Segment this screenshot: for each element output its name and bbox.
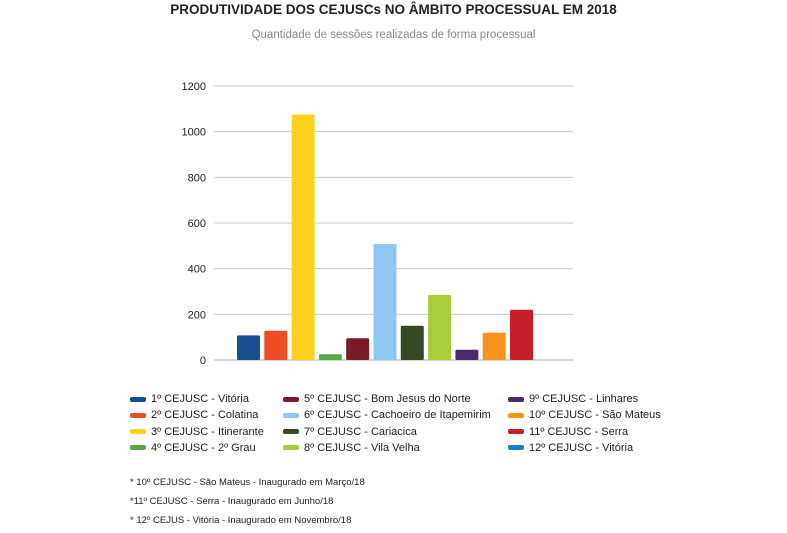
y-tick-label: 1000 — [182, 127, 206, 139]
bar — [346, 338, 370, 360]
legend-item: 3º CEJUSC - Itinerante — [130, 425, 264, 439]
chart-subtitle: Quantidade de sessões realizadas de form… — [251, 29, 536, 41]
legend-swatch — [283, 429, 299, 435]
legend-label: 1º CEJUSC - Vitória — [151, 393, 249, 405]
chart-title: PRODUTIVIDADE DOS CEJUSCs NO ÂMBITO PROC… — [170, 2, 617, 17]
legend-item: 7º CEJUSC - Cariacica — [283, 425, 417, 439]
y-tick-label: 400 — [188, 264, 206, 276]
bar — [400, 325, 424, 360]
legend-item: 6º CEJUSC - Cachoeiro de Itapemirim — [283, 408, 491, 422]
legend-swatch — [508, 445, 524, 451]
legend-label: 5º CEJUSC - Bom Jesus do Norte — [304, 393, 471, 405]
bar — [373, 244, 397, 360]
y-tick-label: 800 — [188, 172, 206, 184]
bar — [237, 335, 260, 360]
legend-label: 12º CEJUSC - Vitória — [529, 441, 634, 454]
bar — [510, 309, 533, 360]
legend-swatch — [283, 412, 299, 418]
y-tick-label: 0 — [200, 355, 206, 367]
legend-item: 12º CEJUSC - Vitória — [508, 441, 633, 455]
legend-label: 3º CEJUSC - Itinerante — [151, 425, 264, 438]
legend-item: 8º CEJUSC - Vila Velha — [283, 441, 420, 455]
bar — [291, 114, 315, 361]
legend-swatch — [508, 429, 524, 435]
legend-label: 9º CEJUSC - Linhares — [529, 393, 639, 405]
legend-item: 9º CEJUSC - Linhares — [508, 392, 638, 406]
legend-item: 11º CEJUSC - Serra — [508, 425, 628, 439]
legend-swatch — [508, 412, 524, 418]
legend-swatch — [508, 396, 524, 402]
legend-item: 4º CEJUSC - 2º Grau — [130, 441, 256, 455]
legend-label: 7º CEJUSC - Cariacica — [304, 425, 417, 438]
legend-item: 5º CEJUSC - Bom Jesus do Norte — [283, 392, 471, 406]
y-tick-label: 200 — [188, 309, 206, 321]
legend-label: 4º CEJUSC - 2º Grau — [151, 441, 256, 454]
bar — [455, 349, 479, 360]
footnote: *11º CEJUSC - Serra - Inaugurado em Junh… — [130, 496, 334, 507]
legend-label: 2º CEJUSC - Colatina — [151, 409, 259, 422]
legend-label: 11º CEJUSC - Serra — [529, 425, 629, 438]
legend-swatch — [283, 396, 299, 402]
bar — [318, 354, 342, 360]
footnote: * 12º CEJUS - Vitória - Inaugurado em No… — [130, 515, 352, 526]
legend-label: 8º CEJUSC - Vila Velha — [304, 441, 420, 454]
legend-swatch — [130, 412, 146, 418]
footnote: * 10º CEJUSC - São Mateus - Inaugurado e… — [130, 477, 365, 488]
legend-swatch — [283, 445, 299, 451]
legend-swatch — [130, 396, 146, 402]
legend-item: 1º CEJUSC - Vitória — [130, 392, 249, 406]
legend-label: 6º CEJUSC - Cachoeiro de Itapemirim — [304, 409, 491, 422]
bar-chart: 0 200 400 600 800 1000 1200 — [182, 81, 573, 367]
legend-swatch — [130, 445, 146, 451]
legend-swatch — [130, 429, 146, 435]
bar — [264, 330, 288, 360]
footnotes: * 10º CEJUSC - São Mateus - Inaugurado e… — [130, 476, 365, 533]
legend-label: 10º CEJUSC - São Mateus — [529, 409, 661, 422]
y-tick-label: 1200 — [182, 81, 206, 93]
legend-item: 2º CEJUSC - Colatina — [130, 408, 258, 422]
bar — [482, 332, 506, 360]
bar — [428, 294, 452, 360]
y-tick-label: 600 — [188, 218, 206, 230]
legend-item: 10º CEJUSC - São Mateus — [508, 408, 661, 422]
